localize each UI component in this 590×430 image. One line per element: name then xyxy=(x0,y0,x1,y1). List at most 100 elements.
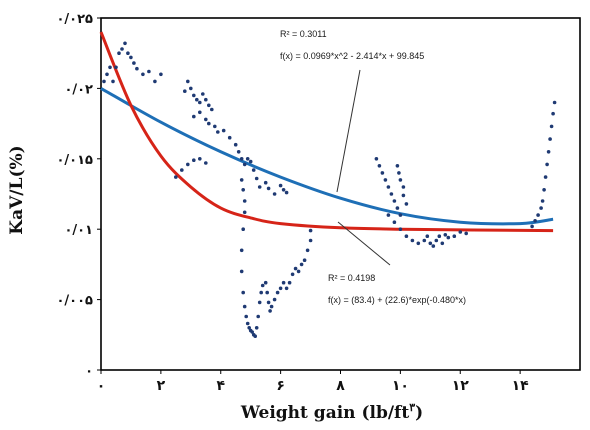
data-point xyxy=(398,213,403,217)
data-point xyxy=(546,150,551,154)
x-tick-label: ۱۰ xyxy=(392,378,409,394)
data-point xyxy=(242,199,247,203)
axes xyxy=(100,17,581,371)
data-point xyxy=(204,117,208,122)
data-point xyxy=(404,202,409,206)
data-point xyxy=(278,183,283,188)
data-point xyxy=(204,161,208,165)
data-point xyxy=(198,100,202,105)
tick-labels: ۰ ۲ ۴ ۶ ۸ ۱۰ ۱۲ ۱۴ ۰ ۰/۰۰۵ ۰/۰۱ ۰/۰۱۵ ۰/۰۲ ۰/۰۲۵ xyxy=(57,12,530,394)
blue-fit-curve xyxy=(100,87,554,226)
fit-curves xyxy=(99,31,554,233)
data-point xyxy=(189,86,193,91)
data-point xyxy=(287,280,292,285)
data-point xyxy=(233,142,238,147)
data-point xyxy=(398,227,403,231)
data-point xyxy=(117,51,121,55)
data-point xyxy=(129,55,133,60)
data-point xyxy=(434,238,439,243)
data-point xyxy=(410,238,415,243)
data-point xyxy=(180,168,184,172)
data-point xyxy=(464,231,469,236)
red-fit-arrow xyxy=(337,221,391,266)
annotations: R² = 0.3011 f(x) = 0.0969*x^2 - 2.414*x … xyxy=(280,29,466,305)
x-tick-label: ۴ xyxy=(216,378,225,394)
data-point xyxy=(386,185,391,189)
data-point xyxy=(244,314,248,319)
blue-fit-r2: R² = 0.3011 xyxy=(280,29,327,39)
data-point xyxy=(248,159,253,164)
data-point xyxy=(254,176,259,181)
data-point xyxy=(123,41,127,46)
data-point xyxy=(281,188,286,192)
data-point xyxy=(221,128,226,133)
blue-fit-equation: f(x) = 0.0969*x^2 - 2.414*x + 99.845 xyxy=(280,51,424,61)
data-point xyxy=(552,100,557,105)
data-point xyxy=(265,290,270,295)
data-point xyxy=(147,69,151,74)
data-point xyxy=(266,186,271,191)
data-point xyxy=(263,180,268,185)
y-tick-label: ۰/۰۰۵ xyxy=(57,294,94,309)
data-point xyxy=(192,114,196,119)
data-point xyxy=(386,213,391,217)
data-point xyxy=(389,192,394,196)
data-point xyxy=(257,300,262,305)
x-tick-label: ۱۴ xyxy=(512,378,530,394)
data-point xyxy=(374,157,379,161)
data-point xyxy=(452,234,457,238)
data-point xyxy=(245,157,250,161)
y-axis-label: KaV/L(%) xyxy=(7,145,27,234)
data-point xyxy=(404,234,409,238)
data-point xyxy=(250,330,254,334)
data-point xyxy=(105,72,109,77)
red-fit-equation: f(x) = (83.4) + (22.6)*exp(-0.480*x) xyxy=(328,295,466,305)
data-point xyxy=(195,97,199,102)
data-point xyxy=(284,286,289,291)
data-point xyxy=(305,248,310,253)
data-point xyxy=(425,234,430,238)
data-point xyxy=(253,334,257,339)
data-point xyxy=(401,193,406,198)
data-point xyxy=(281,280,286,285)
data-point xyxy=(272,297,277,302)
data-point xyxy=(401,185,406,189)
data-point xyxy=(545,162,549,167)
y-tick-label: ۰/۰۲۵ xyxy=(57,12,94,27)
data-point xyxy=(540,199,545,203)
data-point xyxy=(213,124,217,129)
data-point xyxy=(296,269,301,274)
data-point xyxy=(446,235,451,240)
data-point xyxy=(284,190,289,195)
data-point xyxy=(251,168,256,172)
x-tick-label: ۲ xyxy=(157,378,166,394)
data-point xyxy=(198,157,202,161)
data-point xyxy=(241,188,245,192)
data-point xyxy=(395,164,400,168)
y-tick-label: ۰ xyxy=(85,364,93,379)
data-point xyxy=(260,283,265,288)
data-point xyxy=(275,290,280,295)
data-point xyxy=(242,304,247,309)
data-point xyxy=(299,262,304,267)
data-point xyxy=(458,230,463,234)
data-point xyxy=(548,137,552,141)
x-tick-label: ۱۲ xyxy=(452,378,470,394)
data-point xyxy=(431,244,436,248)
data-point xyxy=(174,175,178,179)
data-point xyxy=(186,162,190,167)
x-tick-label: ۶ xyxy=(276,378,285,394)
data-point xyxy=(263,280,268,285)
data-point xyxy=(241,290,245,295)
red-fit-r2: R² = 0.4198 xyxy=(328,273,375,283)
data-point xyxy=(192,93,196,98)
data-point xyxy=(416,241,421,246)
data-point xyxy=(440,241,445,246)
data-point xyxy=(443,233,448,237)
data-point xyxy=(395,206,400,210)
data-point xyxy=(377,164,382,168)
data-point xyxy=(236,150,241,154)
x-tick-label: ۸ xyxy=(336,378,345,394)
y-tick-label: ۰/۰۱ xyxy=(64,223,93,238)
